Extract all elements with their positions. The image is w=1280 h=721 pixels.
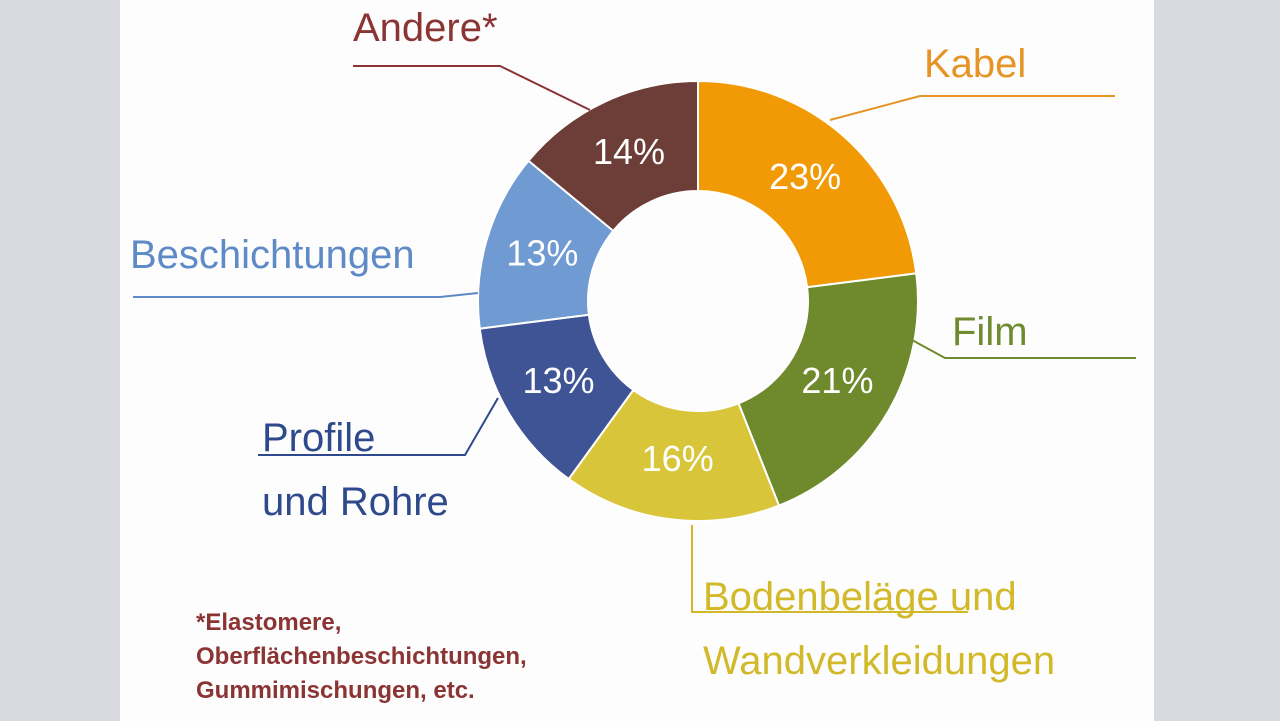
category-label-line: Beschichtungen (130, 233, 415, 277)
leader-line-profile-und-rohre (258, 397, 499, 456)
footnote-line-2: Oberflächenbeschichtungen, (196, 643, 527, 670)
leader-line-andere (353, 65, 591, 111)
category-label-line: Kabel (924, 42, 1027, 86)
category-label-line: Profile (262, 416, 376, 460)
category-label-profile-und-rohre: Profile und Rohre (262, 406, 449, 534)
leader-line-beschichtungen (133, 292, 479, 298)
slice-value-label: 13% (523, 360, 595, 401)
slice-kabel (697, 79, 918, 289)
slice-film (737, 272, 919, 507)
category-label-bodenbel-ge-und-wandverkleidungen: Bodenbeläge und Wandverkleidungen (703, 565, 1055, 693)
leader-line-kabel (829, 95, 1115, 121)
slice-value-label: 23% (769, 156, 841, 197)
category-label-line: Film (952, 310, 1028, 354)
category-label-line: Bodenbeläge und (703, 575, 1017, 619)
category-label-line: Andere* (353, 6, 498, 50)
category-label-line: Wandverkleidungen (703, 639, 1056, 683)
leader-line-bodenbel-ge-und-wandverkleidungen (691, 525, 968, 613)
category-label-line: und Rohre (262, 480, 449, 524)
category-label-beschichtungen: Beschichtungen (130, 235, 415, 275)
slice-andere (527, 79, 699, 233)
category-label-andere: Andere* (353, 8, 498, 48)
footnote-line-3: Gummimischungen, etc. (196, 677, 475, 704)
slice-value-label: 16% (642, 438, 714, 479)
footnote-line-1: *Elastomere, (196, 609, 342, 636)
footnote: *Elastomere, Oberflächenbeschichtungen, … (196, 606, 527, 708)
leader-line-film (911, 339, 1136, 359)
category-label-kabel: Kabel (924, 44, 1026, 84)
category-label-film: Film (952, 312, 1028, 352)
slice-bodenbel-ge-und-wandverkleidungen (567, 388, 781, 522)
slice-value-label: 14% (593, 131, 665, 172)
slice-value-label: 13% (506, 232, 578, 273)
slice-value-label: 21% (801, 360, 873, 401)
